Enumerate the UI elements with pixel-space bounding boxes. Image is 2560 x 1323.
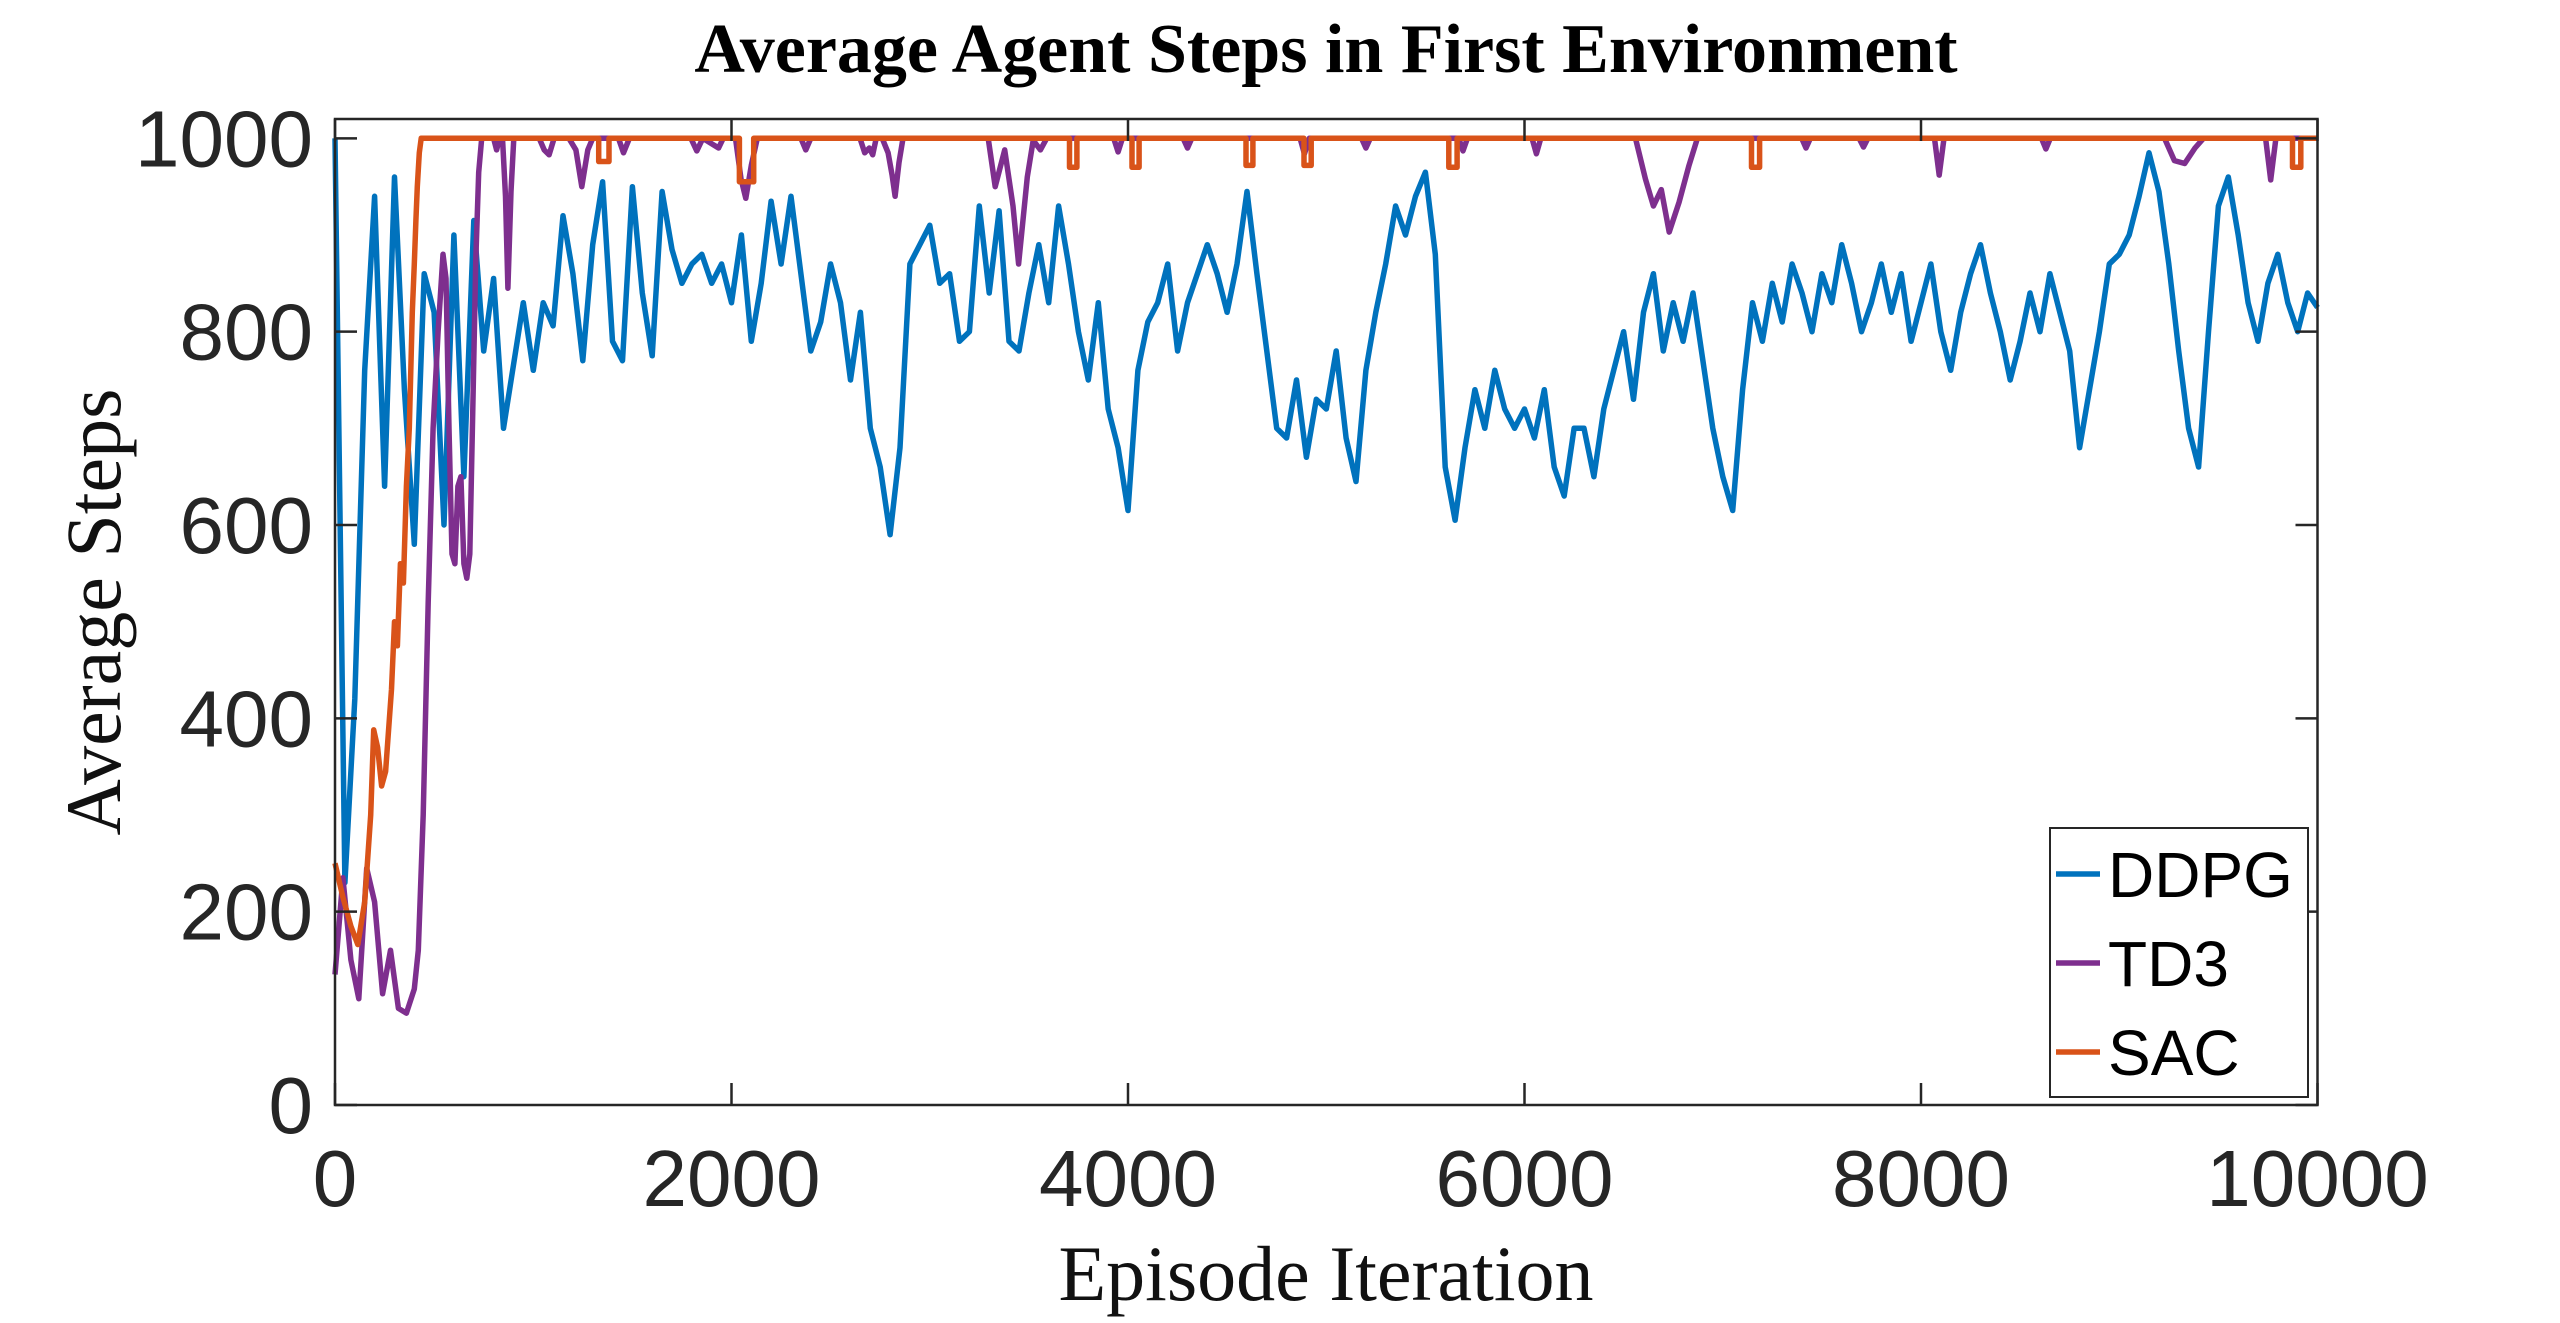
y-tick-label-600: 600	[180, 481, 313, 570]
series-lines	[332, 135, 2320, 1016]
y-tick-label-1000: 1000	[135, 94, 313, 183]
legend: DDPG TD3 SAC	[2049, 827, 2309, 1098]
y-tick-label-400: 400	[180, 674, 313, 763]
y-tick-label-800: 800	[180, 288, 313, 377]
series-line-td3	[332, 135, 2318, 1016]
legend-label-ddpg: DDPG	[2108, 839, 2293, 911]
x-tick-labels: 0 2000 4000 6000 8000 10000	[313, 1134, 2429, 1223]
x-axis-label: Episode Iteration	[1059, 1230, 1594, 1317]
legend-items: DDPG TD3 SAC	[2056, 839, 2293, 1089]
legend-item-td3: TD3	[2056, 928, 2229, 1000]
x-tick-label-10000: 10000	[2206, 1134, 2428, 1223]
axes-box	[333, 117, 2319, 1107]
series-line-sac	[332, 135, 2318, 948]
legend-label-td3: TD3	[2108, 928, 2229, 1000]
x-tick-label-2000: 2000	[643, 1134, 821, 1223]
y-tick-label-0: 0	[269, 1061, 314, 1150]
x-tick-label-4000: 4000	[1039, 1134, 1217, 1223]
y-tick-labels: 0 200 400 600 800 1000	[135, 94, 313, 1150]
chart-title: Average Agent Steps in First Environment	[694, 11, 1957, 88]
legend-label-sac: SAC	[2108, 1017, 2240, 1089]
series-line-ddpg	[332, 138, 2320, 886]
y-axis-label: Average Steps	[50, 389, 137, 836]
x-tick-label-0: 0	[313, 1134, 358, 1223]
legend-item-ddpg: DDPG	[2056, 839, 2293, 911]
tick-marks	[333, 119, 2319, 1107]
x-tick-label-8000: 8000	[1832, 1134, 2010, 1223]
x-tick-label-6000: 6000	[1436, 1134, 1614, 1223]
legend-item-sac: SAC	[2056, 1017, 2240, 1089]
plot-area	[335, 119, 2318, 1105]
y-tick-label-200: 200	[180, 868, 313, 957]
